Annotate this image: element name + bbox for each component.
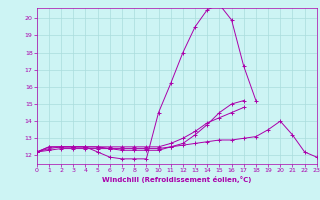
X-axis label: Windchill (Refroidissement éolien,°C): Windchill (Refroidissement éolien,°C) [102, 176, 252, 183]
